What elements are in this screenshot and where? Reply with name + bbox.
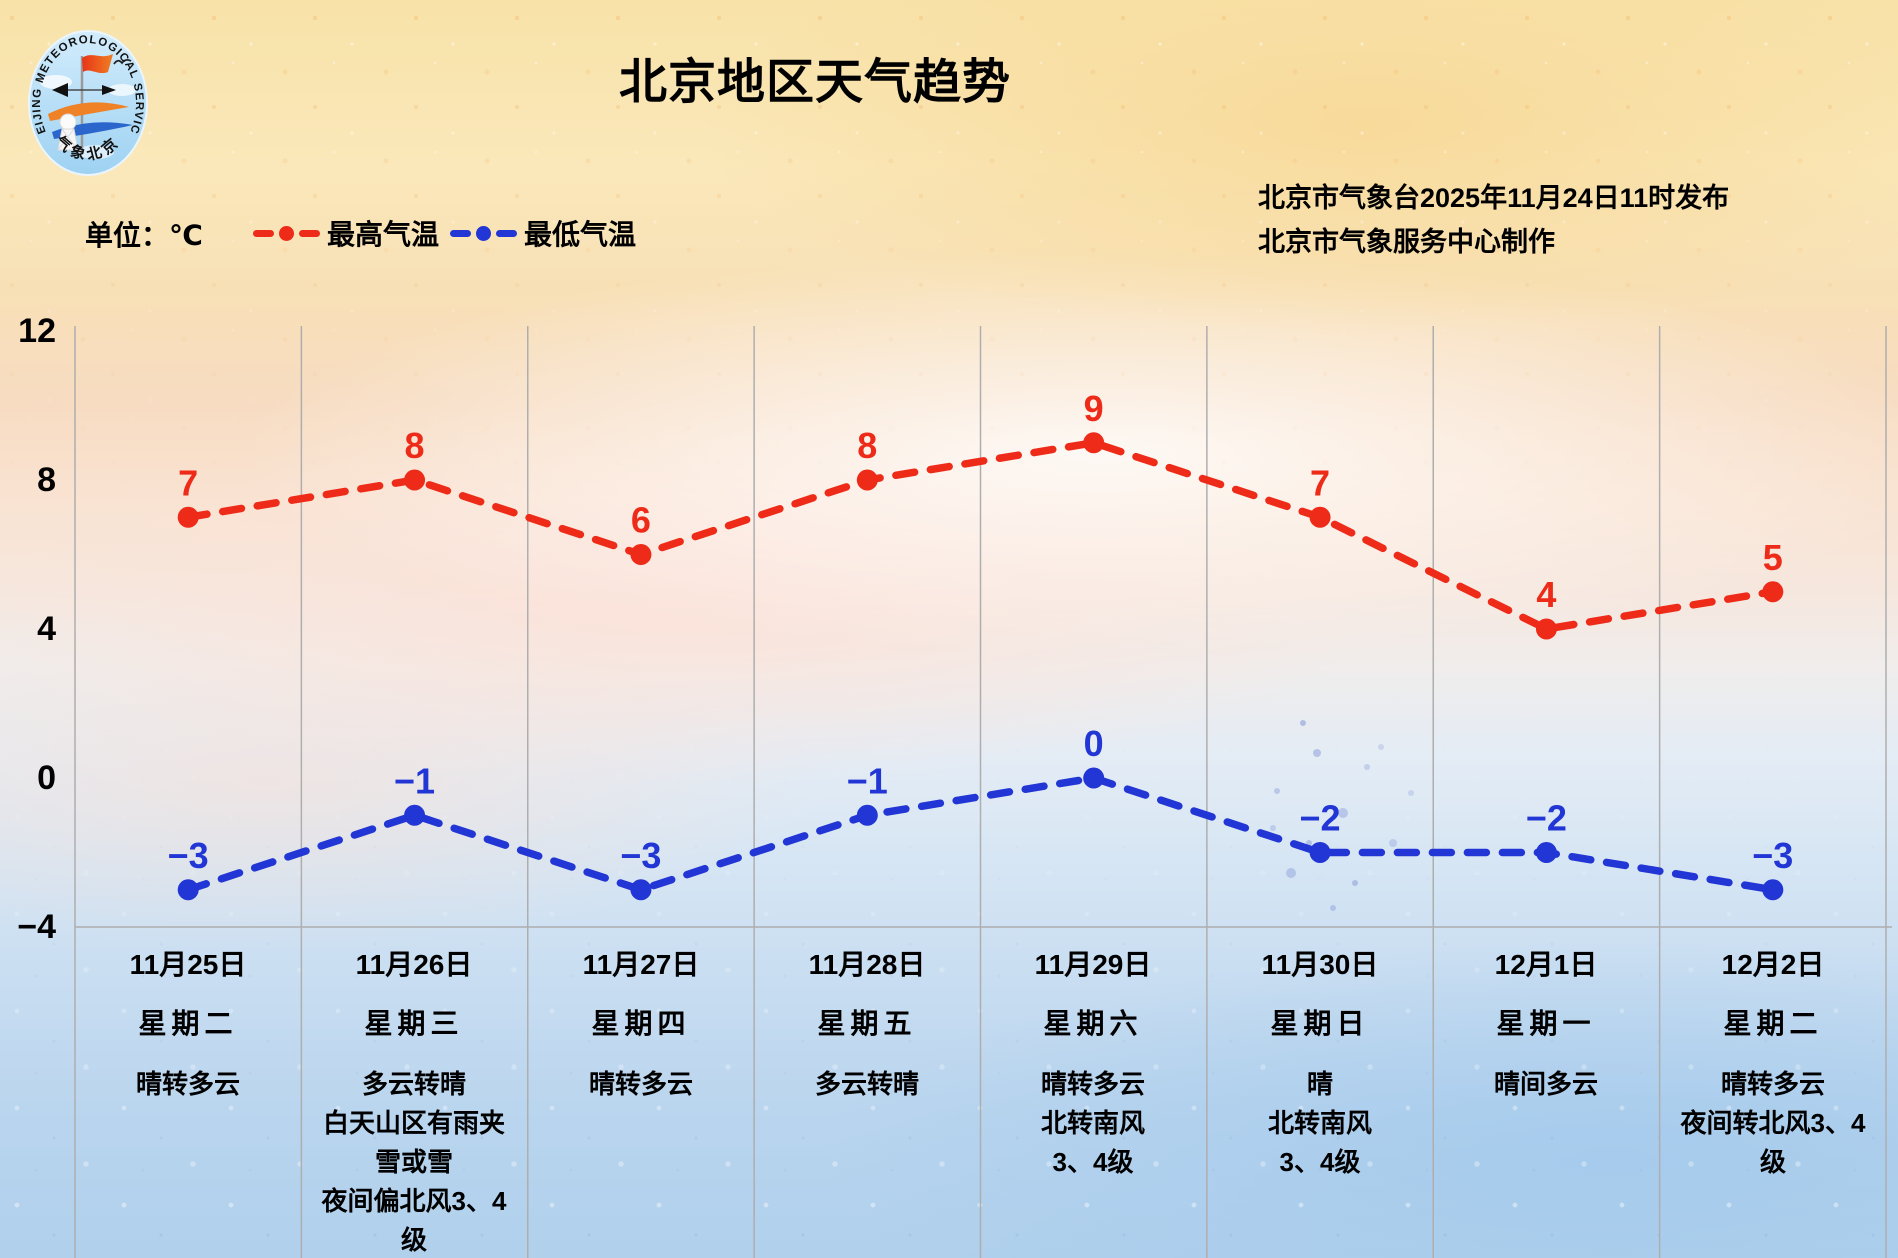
low-temp-line <box>184 774 1777 894</box>
unit-label: 单位：℃ <box>85 220 203 251</box>
day-date: 11月25日 <box>129 949 247 980</box>
day-weather: 晴间多云 <box>1493 1069 1598 1099</box>
low-temp-point <box>1762 879 1784 901</box>
high-temp-point <box>404 469 426 491</box>
beijing-meteorological-service-logo: BEIJING METEOROLOGICAL SERVICE 气象北京 <box>28 30 148 176</box>
high-temp-value-label: 4 <box>1536 574 1556 615</box>
day-column: 11月29日 星期六 晴转多云 北转南风 3、4级 <box>980 948 1206 1182</box>
radar-lattice <box>57 128 79 151</box>
day-weather: 晴转多云 <box>135 1069 240 1099</box>
day-weather: 多云转晴 <box>814 1069 919 1099</box>
day-weather: 晴 北转南风 3、4级 <box>1267 1069 1372 1177</box>
high-temp-point <box>1762 581 1784 603</box>
high-temp-value-label: 8 <box>405 425 425 466</box>
y-axis-tick: −4 <box>17 908 56 946</box>
day-column: 11月30日 星期日 晴 北转南风 3、4级 <box>1207 948 1433 1182</box>
high-temp-value-label: 6 <box>631 500 651 541</box>
release-info: 北京市气象台2025年11月24日11时发布 北京市气象服务中心制作 <box>1258 176 1729 264</box>
day-weekday: 星期二 <box>138 1008 238 1039</box>
day-weekday: 星期三 <box>364 1008 464 1039</box>
day-date: 12月1日 <box>1494 949 1598 980</box>
day-weekday: 星期六 <box>1043 1008 1143 1039</box>
high-temp-point <box>1083 432 1105 454</box>
day-weekday: 星期一 <box>1496 1008 1596 1039</box>
high-temp-point <box>1309 506 1331 528</box>
vane-arrow-left-icon <box>52 83 68 97</box>
day-date: 11月27日 <box>582 949 700 980</box>
high-temp-line <box>184 438 1777 633</box>
bird-icon <box>113 58 132 65</box>
day-column: 12月2日 星期二 晴转多云 夜间转北风3、4 级 <box>1660 948 1886 1182</box>
low-temp-point <box>1083 767 1105 789</box>
high-temp-value-label: 9 <box>1084 388 1104 429</box>
low-temp-point <box>177 879 199 901</box>
low-temp-value-label: −3 <box>168 835 209 876</box>
low-temp-legend-marker-icon <box>450 225 517 241</box>
low-temp-value-label: −2 <box>1526 798 1567 839</box>
page-title: 北京地区天气趋势 <box>618 56 1011 109</box>
low-temp-point <box>1535 842 1557 863</box>
day-weekday: 星期日 <box>1270 1008 1370 1039</box>
high-temp-point <box>856 469 878 491</box>
low-temp-value-label: −1 <box>847 760 888 801</box>
radar-dome-icon <box>59 113 77 131</box>
day-date: 12月2日 <box>1721 949 1825 980</box>
vane-arrow-right-icon <box>102 85 116 95</box>
day-weather: 晴转多云 <box>588 1069 693 1099</box>
day-column: 11月26日 星期三 多云转晴 白天山区有雨夹 雪或雪 夜间偏北风3、4 级 <box>301 948 527 1258</box>
cloud-icon <box>108 84 136 96</box>
day-column: 11月25日 星期二 晴转多云 <box>75 948 301 1104</box>
day-date: 11月26日 <box>355 949 473 980</box>
high-temp-legend-marker-icon <box>253 225 320 241</box>
high-temp-value-label: 5 <box>1763 537 1783 578</box>
day-date: 11月28日 <box>808 949 926 980</box>
low-temp-value-label: −2 <box>1300 798 1341 839</box>
day-column: 11月28日 星期五 多云转晴 <box>754 948 980 1104</box>
low-temp-point <box>1309 842 1331 863</box>
release-line-1: 北京市气象台2025年11月24日11时发布 <box>1258 183 1730 213</box>
low-temp-value-label: −1 <box>394 760 435 801</box>
low-temp-value-label: −3 <box>620 835 661 876</box>
cloud-icon <box>78 145 114 159</box>
day-weekday: 星期四 <box>591 1008 691 1039</box>
day-column: 11月27日 星期四 晴转多云 <box>528 948 754 1104</box>
wind-flag-icon <box>82 54 113 74</box>
low-temp-point <box>630 879 652 901</box>
legend-item-high-temp: 最高气温 <box>253 214 439 252</box>
low-temp-value-label: −3 <box>1752 835 1793 876</box>
y-axis-tick: 4 <box>37 610 56 648</box>
low-temp-point <box>856 804 878 826</box>
day-column: 12月1日 星期一 晴间多云 <box>1433 948 1659 1104</box>
high-temp-value-label: 7 <box>178 462 198 503</box>
high-temp-value-label: 8 <box>857 425 877 466</box>
high-temp-point <box>630 544 652 565</box>
day-weekday: 星期五 <box>817 1008 917 1039</box>
day-weather: 多云转晴 白天山区有雨夹 雪或雪 夜间偏北风3、4 级 <box>321 1069 507 1255</box>
day-date: 11月30日 <box>1261 949 1379 980</box>
day-weather: 晴转多云 北转南风 3、4级 <box>1040 1069 1145 1177</box>
day-date: 11月29日 <box>1034 949 1152 980</box>
legend-label-high: 最高气温 <box>327 219 440 250</box>
y-axis-tick: 0 <box>37 759 56 797</box>
day-weekday: 星期二 <box>1723 1008 1823 1039</box>
high-temp-value-label: 7 <box>1310 462 1330 503</box>
day-weather: 晴转多云 夜间转北风3、4 级 <box>1680 1069 1866 1177</box>
release-line-2: 北京市气象服务中心制作 <box>1258 227 1555 257</box>
low-temp-point <box>404 804 426 826</box>
y-axis-tick: 8 <box>37 461 56 499</box>
high-temp-point <box>177 506 199 528</box>
high-temp-point <box>1535 618 1557 640</box>
y-axis-tick: 12 <box>18 312 56 350</box>
legend-item-low-temp: 最低气温 <box>450 214 636 252</box>
legend-label-low: 最低气温 <box>524 219 637 250</box>
low-temp-value-label: 0 <box>1084 723 1104 764</box>
